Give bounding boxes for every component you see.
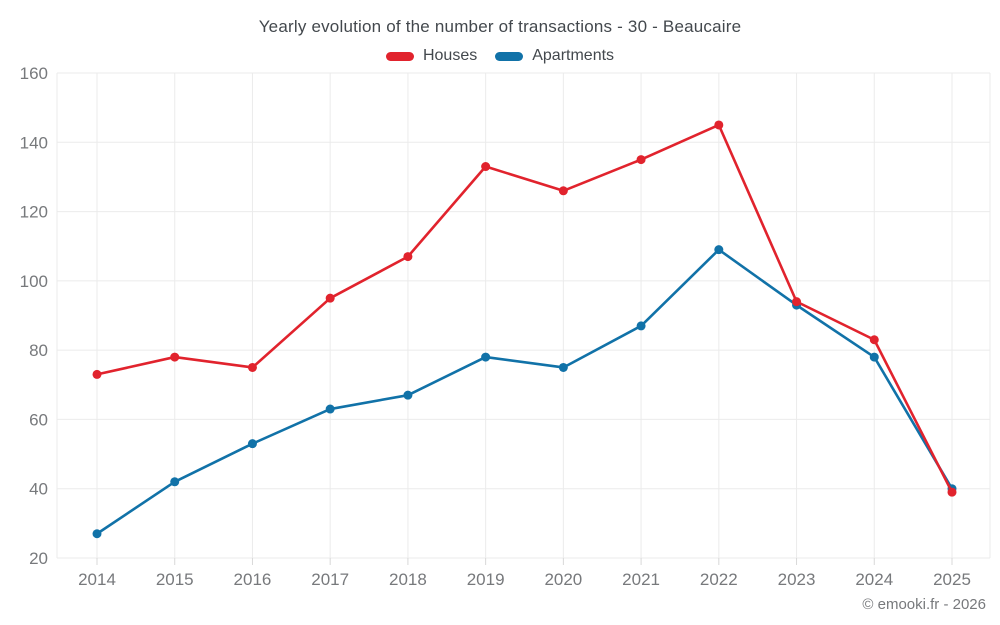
data-point-apartments[interactable]: [92, 529, 102, 539]
data-point-apartments[interactable]: [247, 439, 257, 449]
data-point-apartments[interactable]: [714, 245, 724, 255]
legend-swatch-icon: [385, 51, 414, 61]
x-axis-tick-label: 2023: [778, 570, 816, 589]
data-point-houses[interactable]: [325, 293, 335, 303]
chart-title: Yearly evolution of the number of transa…: [258, 17, 742, 36]
legend-label: Houses: [422, 47, 478, 64]
data-point-houses[interactable]: [947, 487, 957, 497]
data-point-houses[interactable]: [170, 352, 180, 362]
legend-item-apartments[interactable]: Apartments: [495, 47, 614, 65]
data-point-apartments[interactable]: [325, 404, 335, 414]
x-axis-tick-label: 2022: [700, 570, 738, 589]
y-axis-tick-label: 60: [29, 410, 48, 429]
data-point-apartments[interactable]: [636, 321, 646, 331]
y-axis-tick-label: 40: [29, 480, 48, 499]
series-line-apartments: [95, 248, 954, 536]
y-axis-tick-label: 140: [20, 133, 48, 152]
series-line-houses: [95, 123, 954, 494]
data-point-houses[interactable]: [869, 335, 879, 345]
data-point-houses[interactable]: [481, 162, 491, 172]
x-axis-tick-label: 2021: [622, 570, 660, 589]
x-axis-tick-label: 2019: [467, 570, 505, 589]
legend-swatch-icon: [495, 51, 524, 61]
y-axis-tick-label: 80: [29, 341, 48, 360]
x-axis-tick-label: 2014: [78, 570, 116, 589]
data-point-houses[interactable]: [403, 252, 413, 262]
legend-item-houses[interactable]: Houses: [385, 47, 478, 65]
data-point-houses[interactable]: [247, 362, 257, 372]
x-axis-tick-label: 2015: [156, 570, 194, 589]
x-axis-tick-label: 2020: [544, 570, 582, 589]
y-axis-tick-label: 20: [29, 549, 48, 568]
y-axis-tick-label: 120: [20, 203, 48, 222]
data-point-houses[interactable]: [92, 369, 102, 379]
data-point-apartments[interactable]: [170, 477, 180, 487]
legend-label: Apartments: [532, 47, 615, 64]
x-axis-tick-label: 2025: [933, 570, 971, 589]
data-point-houses[interactable]: [714, 120, 724, 130]
data-point-houses[interactable]: [636, 155, 646, 165]
data-point-apartments[interactable]: [558, 362, 568, 372]
x-axis-tick-label: 2018: [389, 570, 427, 589]
data-point-houses[interactable]: [558, 186, 568, 196]
y-axis-tick-label: 160: [20, 64, 48, 83]
y-axis-tick-label: 100: [20, 272, 48, 291]
x-axis-tick-label: 2024: [855, 570, 893, 589]
x-axis-tick-label: 2017: [311, 570, 349, 589]
x-axis-tick-label: 2016: [234, 570, 272, 589]
data-point-apartments[interactable]: [403, 390, 413, 400]
data-point-apartments[interactable]: [481, 352, 491, 362]
data-point-houses[interactable]: [792, 297, 802, 307]
data-point-apartments[interactable]: [869, 352, 879, 362]
copyright: © emooki.fr - 2026: [862, 596, 986, 613]
legend: Houses Apartments: [0, 47, 1000, 65]
